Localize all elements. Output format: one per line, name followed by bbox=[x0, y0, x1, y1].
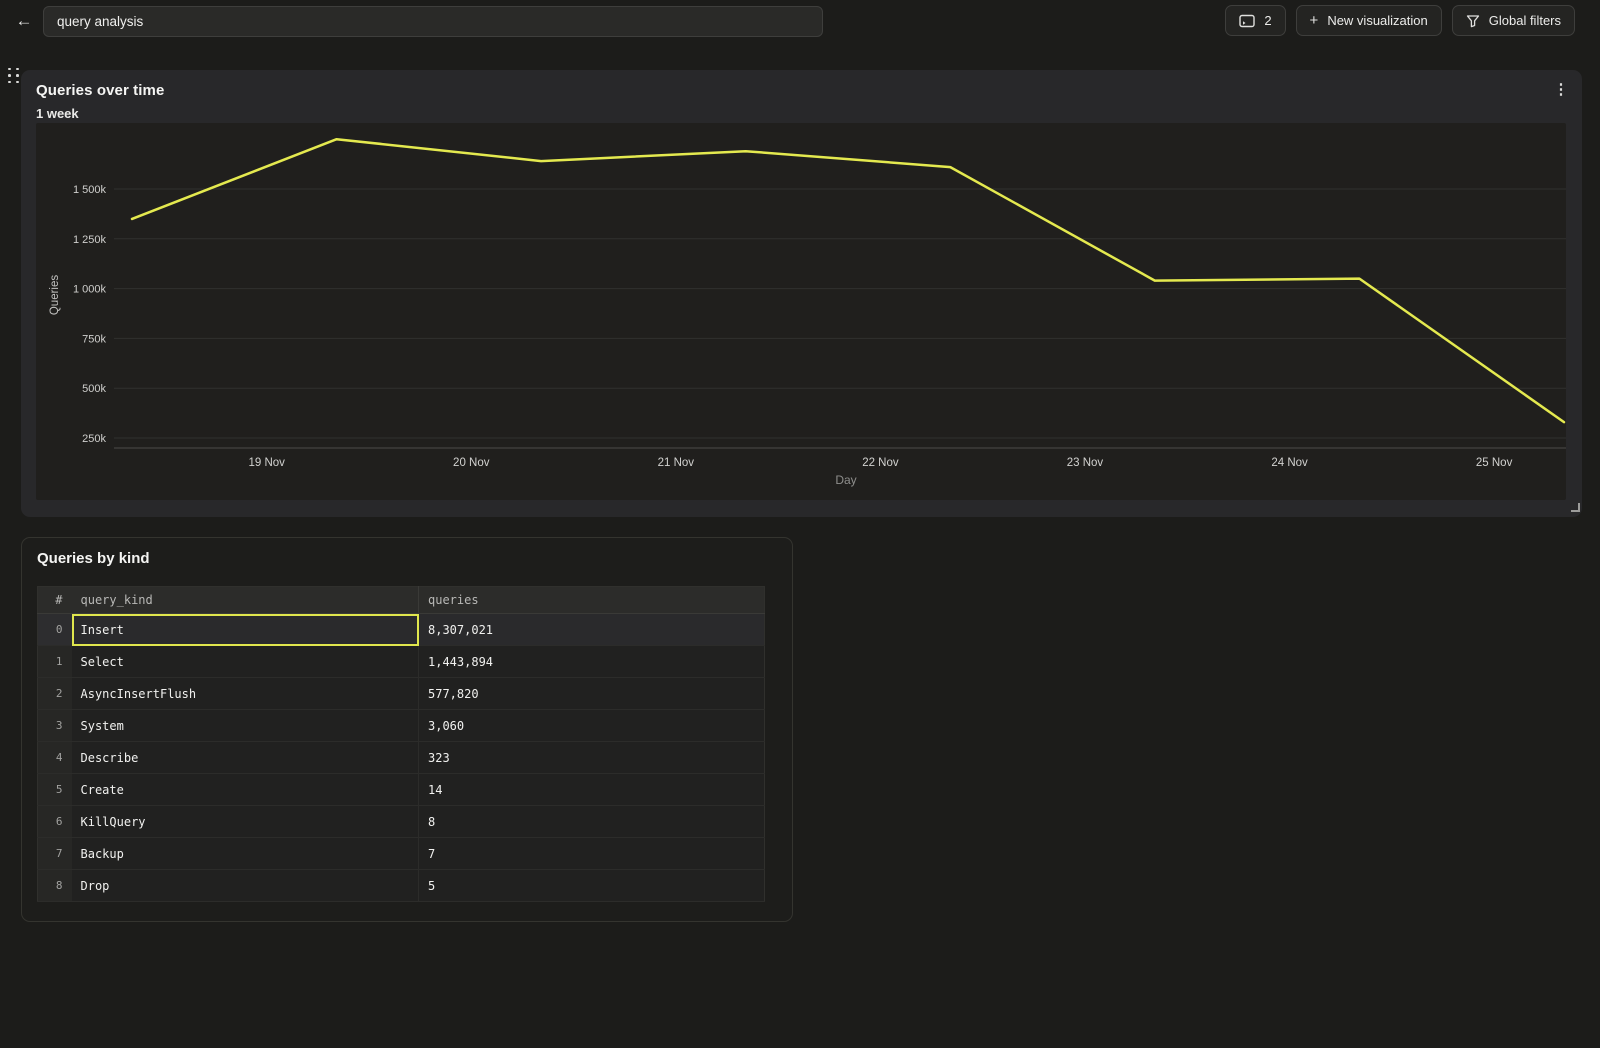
queries-count-cell[interactable]: 5 bbox=[418, 869, 765, 902]
row-index-cell: 0 bbox=[37, 613, 72, 646]
x-axis-tick-label: 19 Nov bbox=[248, 457, 285, 469]
x-axis-title: Day bbox=[835, 473, 856, 487]
x-axis-tick-label: 23 Nov bbox=[1067, 457, 1104, 469]
query-kind-cell[interactable]: Create bbox=[71, 773, 419, 806]
table-row: 6 KillQuery 8 bbox=[37, 805, 765, 838]
query-kind-cell[interactable]: Backup bbox=[71, 837, 419, 870]
queries-by-kind-table: # query_kind queries 0 Insert 8,307,021 1 Se… bbox=[37, 586, 765, 902]
global-filters-button[interactable]: Global filters bbox=[1451, 5, 1575, 36]
query-kind-cell[interactable]: AsyncInsertFlush bbox=[71, 677, 419, 710]
x-axis-tick-label: 21 Nov bbox=[658, 457, 695, 469]
back-arrow-icon: ← bbox=[15, 11, 33, 30]
table-row: 2 AsyncInsertFlush 577,820 bbox=[37, 677, 765, 710]
queries-count-cell[interactable]: 577,820 bbox=[418, 677, 765, 710]
row-index-cell: 7 bbox=[37, 837, 72, 870]
x-axis-tick-label: 25 Nov bbox=[1476, 457, 1513, 469]
back-button[interactable]: ← bbox=[12, 7, 36, 35]
panel-drag-handle-icon[interactable] bbox=[7, 67, 20, 84]
table-row: 0 Insert 8,307,021 bbox=[37, 613, 765, 646]
table-title: Queries by kind bbox=[37, 550, 150, 567]
table-row: 4 Describe 323 bbox=[37, 741, 765, 774]
query-kind-cell[interactable]: System bbox=[71, 709, 419, 742]
queries-count-cell[interactable]: 3,060 bbox=[418, 709, 765, 742]
y-axis-tick-label: 250k bbox=[82, 433, 106, 445]
queries-over-time-chart: 1 500k 1 250k 1 000k 750k 500k 250k 19 Nov 20 N… bbox=[49, 137, 1566, 487]
queries-count-cell[interactable]: 323 bbox=[418, 741, 765, 774]
row-index-cell: 6 bbox=[37, 805, 72, 838]
x-axis-tick-label: 24 Nov bbox=[1271, 457, 1308, 469]
row-index-cell: 5 bbox=[37, 773, 72, 806]
queries-count-cell[interactable]: 8,307,021 bbox=[418, 613, 765, 646]
chart-title: Queries over time bbox=[36, 82, 165, 99]
queries-count-cell[interactable]: 14 bbox=[418, 773, 765, 806]
queries-count-cell[interactable]: 7 bbox=[418, 837, 765, 870]
table-row: 5 Create 14 bbox=[37, 773, 765, 806]
table-row: 8 Drop 5 bbox=[37, 869, 765, 902]
query-kind-cell[interactable]: Insert bbox=[71, 613, 419, 646]
global-filters-label: Global filters bbox=[1488, 13, 1561, 28]
chart-menu-button[interactable]: ⋮ bbox=[1551, 78, 1571, 100]
chart-subtitle: 1 week bbox=[36, 106, 79, 121]
row-index-cell: 2 bbox=[37, 677, 72, 710]
query-kind-cell[interactable]: KillQuery bbox=[71, 805, 419, 838]
query-kind-cell[interactable]: Select bbox=[71, 645, 419, 678]
sql-console-button[interactable]: 2 bbox=[1225, 5, 1286, 36]
query-kind-cell[interactable]: Drop bbox=[71, 869, 419, 902]
column-header-queries: queries bbox=[418, 586, 765, 614]
row-index-cell: 3 bbox=[37, 709, 72, 742]
y-axis-tick-label: 750k bbox=[82, 333, 106, 345]
y-axis-tick-label: 1 500k bbox=[73, 184, 107, 196]
x-axis-tick-label: 22 Nov bbox=[862, 457, 899, 469]
plus-icon: + bbox=[1309, 11, 1319, 29]
y-axis-tick-label: 1 000k bbox=[73, 284, 107, 296]
column-header-index: # bbox=[37, 586, 72, 614]
y-axis-title: Queries bbox=[49, 275, 61, 316]
new-visualization-label: New visualization bbox=[1327, 13, 1428, 28]
funnel-icon bbox=[1466, 14, 1480, 28]
panel-resize-handle[interactable] bbox=[1571, 503, 1580, 512]
queries-table-body: 0 Insert 8,307,021 1 Select 1,443,894 2 AsyncIn… bbox=[37, 613, 765, 902]
query-kind-cell[interactable]: Describe bbox=[71, 741, 419, 774]
queries-count-cell[interactable]: 1,443,894 bbox=[418, 645, 765, 678]
line-chart-plot[interactable]: 1 500k 1 250k 1 000k 750k 500k 250k 19 Nov 20 N… bbox=[36, 123, 1566, 500]
table-row: 1 Select 1,443,894 bbox=[37, 645, 765, 678]
queries-by-kind-panel: Queries by kind # query_kind queries 0 In… bbox=[21, 537, 793, 922]
y-axis-tick-label: 500k bbox=[82, 383, 106, 395]
y-axis-tick-label: 1 250k bbox=[73, 234, 107, 246]
x-axis-tick-label: 20 Nov bbox=[453, 457, 490, 469]
new-visualization-button[interactable]: + New visualization bbox=[1295, 5, 1442, 36]
table-row: 3 System 3,060 bbox=[37, 709, 765, 742]
row-index-cell: 4 bbox=[37, 741, 72, 774]
row-index-cell: 1 bbox=[37, 645, 72, 678]
row-index-cell: 8 bbox=[37, 869, 72, 902]
queries-line-series bbox=[130, 137, 1566, 424]
dashboard-title-input[interactable] bbox=[43, 6, 823, 37]
table-header-row: # query_kind queries bbox=[37, 586, 765, 614]
topbar-actions: 2 + New visualization Global filters bbox=[1225, 5, 1575, 36]
column-header-query-kind: query_kind bbox=[71, 586, 419, 614]
table-row: 7 Backup 7 bbox=[37, 837, 765, 870]
sql-console-icon bbox=[1239, 14, 1256, 28]
queries-over-time-panel: Queries over time 1 week ⋮ 1 500k 1 250k 1… bbox=[21, 70, 1582, 517]
queries-count-cell[interactable]: 8 bbox=[418, 805, 765, 838]
kebab-icon: ⋮ bbox=[1553, 81, 1569, 98]
console-count-badge: 2 bbox=[1264, 13, 1272, 28]
